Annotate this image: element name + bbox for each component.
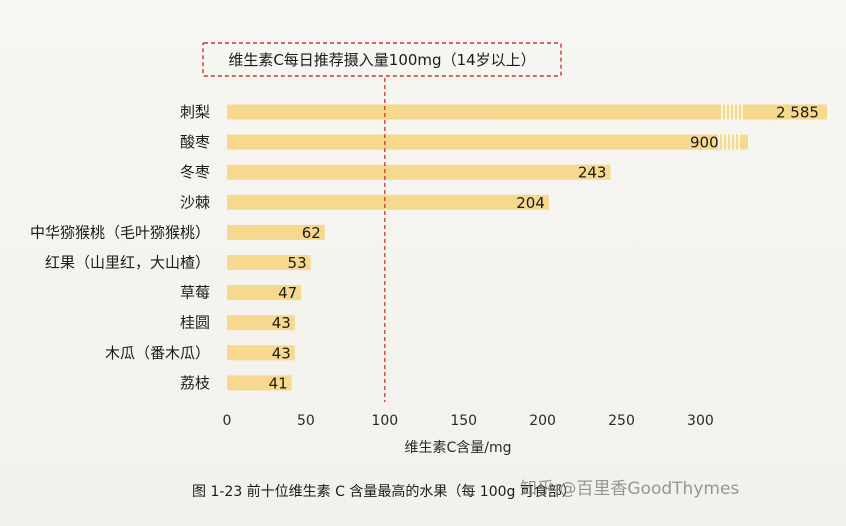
category-label: 酸枣 [180,133,210,151]
value-label: 41 [269,374,288,392]
x-tick-label: 250 [608,413,635,429]
figure-caption: 图 1-23 前十位维生素 C 含量最高的水果（每 100g 可食部） [192,483,576,500]
bar [227,315,295,331]
x-axis-title: 维生素C含量/mg [404,440,511,456]
value-label: 43 [272,314,291,332]
bar [227,375,292,391]
watermark: 知乎 @百里香GoodThymes [520,479,739,499]
category-label: 中华猕猴桃（毛叶猕猴桃） [30,223,210,241]
x-tick-label: 200 [529,413,556,429]
reference-layer: 维生素C每日推荐摄入量100mg（14岁以上） [202,42,562,402]
value-label: 47 [278,284,297,302]
x-tick-label: 300 [687,413,714,429]
x-tick-label: 50 [297,413,315,429]
bar [227,224,325,240]
bars-layer: 刺梨 2 585 酸枣 900 冬枣 243 沙棘 204 中华猕猴桃（毛叶猕猴桃） 62 红果（山… [30,103,827,392]
bar [227,345,295,361]
bar [227,255,311,270]
value-label: 62 [302,224,321,242]
category-label: 草莓 [180,284,210,302]
value-label: 43 [272,344,291,362]
bar [227,134,748,150]
value-label: 243 [578,164,607,182]
bar [227,194,549,210]
value-label: 2 585 [776,104,819,122]
category-label: 桂圆 [180,314,210,332]
category-label: 冬枣 [180,163,210,181]
category-label: 刺梨 [180,103,210,121]
bar [227,285,302,301]
reference-annotation-box [202,42,562,77]
value-label: 53 [288,254,307,272]
x-tick-label: 0 [223,413,232,429]
value-label: 900 [690,134,719,152]
bar [227,104,827,120]
x-axis: 0 50 100 150 200 250 300 [223,413,714,429]
value-label: 204 [516,194,545,212]
x-tick-label: 100 [371,413,398,429]
x-tick-label: 150 [450,413,477,429]
category-label: 红果（山里红，大山楂） [45,254,210,272]
bar [227,164,611,180]
reference-annotation-text: 维生素C每日推荐摄入量100mg（14岁以上） [228,51,535,69]
category-label: 木瓜（番木瓜） [105,344,210,362]
category-label: 沙棘 [180,193,210,211]
category-label: 荔枝 [180,374,210,392]
